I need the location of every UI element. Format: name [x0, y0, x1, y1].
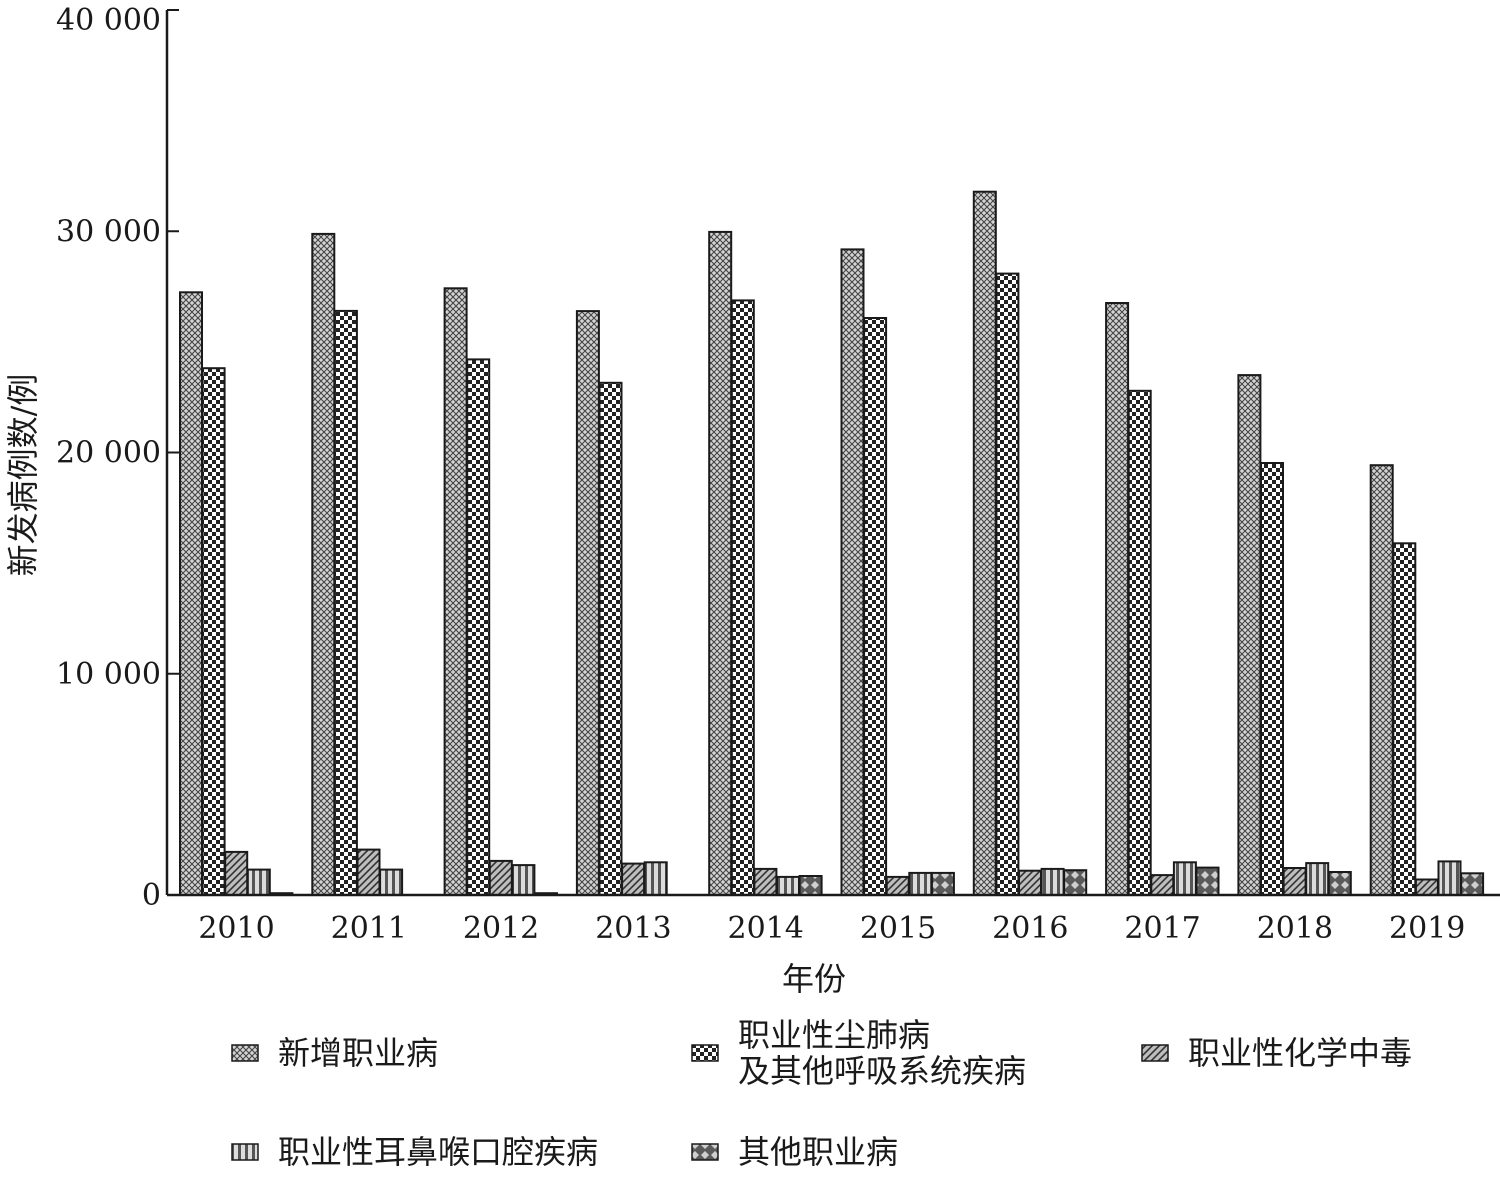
axes-layer: 2010 2011 2012 2013 2014 2015 2016 2017 2018 2019…	[56, 3, 1500, 946]
bar-2013-series-3	[621, 862, 646, 896]
bar-2019-series-3	[1414, 878, 1439, 896]
bar-2018-series-5	[1327, 871, 1352, 896]
x-tick-label-2013: 2013	[595, 911, 671, 946]
legend-label: 职业性化学中毒	[1188, 1034, 1412, 1072]
bar-2016-series-4	[1040, 867, 1065, 897]
bar-2013-series-4	[643, 861, 668, 896]
bar-2013-series-2	[598, 381, 623, 896]
bar-2017-series-1	[1105, 302, 1130, 896]
bar-2010-series-2	[201, 367, 226, 896]
y-tick-label: 20 000	[56, 436, 161, 471]
x-axis-title: 年份	[782, 960, 846, 998]
bar-2019-series-2	[1392, 542, 1417, 896]
bar-2011-series-4	[379, 868, 404, 896]
bar-2017-series-4	[1172, 861, 1197, 896]
bar-2010-series-4	[246, 868, 271, 896]
bar-2018-series-2	[1260, 462, 1284, 896]
bar-2018-series-1	[1237, 374, 1262, 897]
legend-item-5: 其他职业病	[691, 1133, 898, 1171]
bar-2011-series-1	[311, 232, 336, 896]
legend-item-4: 职业性耳鼻喉口腔疾病	[231, 1133, 598, 1171]
x-tick-label-2015: 2015	[860, 911, 936, 946]
y-axis-title: 新发病例数/例	[4, 374, 42, 577]
bar-2019-series-4	[1437, 860, 1462, 897]
legend-label: 及其他呼吸系统疾病	[738, 1052, 1026, 1090]
legend-item-3: 职业性化学中毒	[1141, 1034, 1412, 1072]
legend-swatch	[691, 1143, 719, 1161]
bar-2011-series-2	[333, 309, 358, 896]
legend-label: 其他职业病	[738, 1133, 898, 1171]
legend-swatch	[1141, 1044, 1169, 1062]
bar-2012-series-4	[511, 864, 536, 896]
bar-2012-series-2	[466, 358, 491, 896]
legend-label: 新增职业病	[278, 1034, 438, 1072]
bar-2015-series-5	[930, 871, 955, 897]
y-tick-label: 0	[142, 878, 161, 913]
bar-2016-series-2	[995, 272, 1020, 897]
bars-layer	[179, 190, 1485, 897]
legend-label: 职业性耳鼻喉口腔疾病	[278, 1133, 598, 1171]
bar-2015-series-2	[863, 317, 888, 896]
x-tick-label-2010: 2010	[198, 911, 274, 946]
bar-2018-series-3	[1282, 867, 1307, 896]
bar-2010-series-1	[179, 291, 203, 896]
x-tick-label-2011: 2011	[331, 911, 407, 946]
bar-2012-series-1	[443, 287, 468, 896]
bar-2017-series-5	[1195, 866, 1220, 896]
y-tick-label: 40 000	[56, 3, 161, 38]
bar-2018-series-4	[1305, 862, 1330, 896]
bar-2015-series-3	[885, 875, 910, 897]
bar-2016-series-5	[1063, 869, 1088, 897]
legend-swatch	[231, 1143, 259, 1161]
x-tick-label-2018: 2018	[1257, 911, 1333, 946]
bar-2012-series-3	[488, 859, 513, 897]
bar-2016-series-3	[1018, 869, 1042, 897]
bar-2011-series-3	[356, 848, 381, 896]
bar-2014-series-5	[798, 875, 823, 896]
bar-2019-series-1	[1369, 464, 1394, 896]
x-tick-label-2012: 2012	[463, 911, 539, 946]
bar-2014-series-3	[753, 867, 778, 897]
bar-2013-series-1	[575, 310, 600, 897]
legend-item-1: 新增职业病	[231, 1034, 438, 1072]
bar-2016-series-1	[972, 190, 997, 896]
legend-label: 职业性尘肺病	[738, 1016, 930, 1054]
bar-2014-series-1	[708, 230, 733, 896]
bar-2015-series-1	[840, 248, 865, 896]
y-tick-label: 10 000	[56, 657, 161, 692]
bar-2014-series-2	[730, 299, 755, 896]
bar-2015-series-4	[908, 871, 933, 897]
x-tick-label-2017: 2017	[1124, 911, 1200, 946]
legend-swatch	[691, 1044, 719, 1062]
legend-swatch	[231, 1044, 259, 1062]
bar-2014-series-4	[776, 875, 800, 897]
bar-2017-series-2	[1127, 389, 1152, 896]
bar-2010-series-3	[224, 850, 249, 897]
x-tick-label-2019: 2019	[1389, 911, 1465, 946]
y-tick-label: 30 000	[56, 214, 161, 249]
bar-2019-series-5	[1460, 872, 1485, 896]
x-tick-label-2014: 2014	[728, 911, 804, 946]
bar-2017-series-3	[1150, 874, 1175, 896]
x-tick-label-2016: 2016	[992, 911, 1068, 946]
